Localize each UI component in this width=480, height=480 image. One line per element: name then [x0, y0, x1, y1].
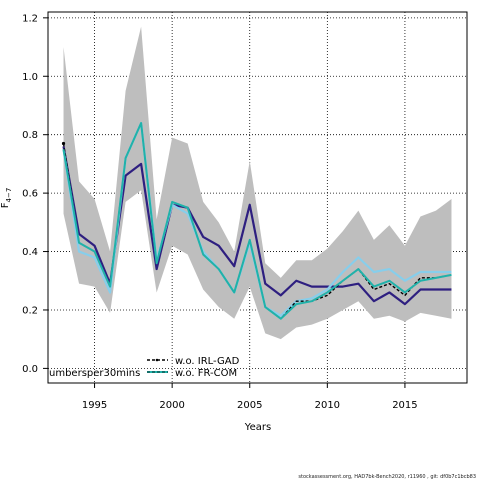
x-tick-label: 2000 — [159, 400, 184, 411]
x-axis-title: Years — [244, 422, 271, 433]
x-tick-label: 1995 — [82, 400, 107, 411]
series-line-fr-com — [62, 122, 452, 320]
y-tick-label: 0.6 — [22, 189, 38, 200]
plot-frame — [47, 11, 468, 384]
y-tick-label: 0.4 — [22, 247, 38, 258]
x-tick-label: 2005 — [237, 400, 262, 411]
footer-note: stockassessment.org, HAD7bk-Bench2020, r… — [298, 474, 476, 480]
legend-overflow-text: umbersper30mins — [49, 368, 140, 379]
grid — [48, 12, 467, 383]
legend-label-fr-com: w.o. FR-COM — [175, 368, 237, 379]
y-tick-label: 0.2 — [22, 305, 38, 316]
y-tick-label: 0.0 — [22, 364, 38, 375]
x-axis: 1995 2000 2005 2010 2015 — [82, 383, 418, 411]
legend: umbersper30mins w.o. IRL-GAD w.o. FR-COM — [49, 356, 240, 379]
legend-label-irl-gad: w.o. IRL-GAD — [175, 356, 240, 367]
y-axis-title: F4−7 — [0, 188, 13, 209]
y-axis-title-sub: 4−7 — [5, 188, 13, 203]
x-tick-label: 2010 — [315, 400, 340, 411]
start-point-marker — [61, 141, 66, 146]
x-tick-label: 2015 — [392, 400, 417, 411]
legend-swatch-irl-gad-point — [155, 358, 159, 362]
y-tick-label: 0.8 — [22, 130, 38, 141]
y-tick-label: 1.2 — [22, 13, 38, 24]
series-lines — [61, 121, 452, 320]
series-line-main — [62, 146, 452, 306]
y-axis-title-main: F — [0, 202, 11, 208]
y-tick-label: 1.0 — [22, 72, 38, 83]
y-axis: 0.0 0.2 0.4 0.6 0.8 1.0 1.2 — [22, 13, 48, 375]
